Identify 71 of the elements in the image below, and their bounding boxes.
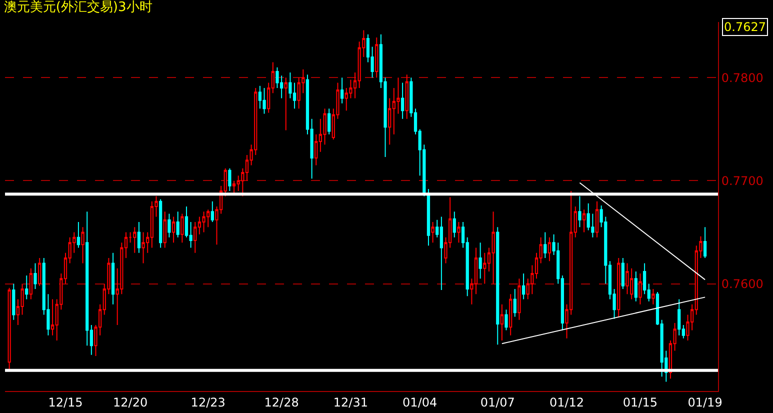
candlestick (518, 278, 521, 320)
candlestick (703, 226, 707, 259)
candlestick (228, 168, 232, 192)
candlestick (133, 226, 136, 254)
candlestick (426, 188, 430, 246)
x-tick-label: 12/31 (333, 395, 368, 410)
candlestick (29, 268, 32, 300)
candlestick (328, 108, 331, 135)
candlestick (582, 209, 586, 233)
candlestick (76, 221, 80, 248)
y-tick-label: 0.7700 (721, 174, 764, 188)
candlestick (142, 232, 145, 264)
candlestick (258, 85, 262, 110)
candlestick (202, 211, 206, 233)
candlestick (496, 226, 500, 346)
x-tick-label: 01/19 (688, 395, 722, 410)
candlestick (25, 275, 28, 300)
candlestick (8, 287, 11, 372)
candlestick (405, 74, 408, 120)
candlestick (180, 213, 184, 244)
candlestick (522, 273, 526, 300)
x-tick-label: 12/15 (48, 395, 83, 410)
candlestick (478, 242, 482, 280)
candlestick (431, 221, 434, 244)
candlestick (492, 211, 495, 284)
candlestick (513, 288, 516, 318)
candlestick (678, 298, 681, 336)
candlestick (509, 294, 512, 336)
candlestick (621, 258, 624, 290)
candlestick (210, 200, 214, 222)
candlestick (194, 221, 197, 254)
candlestick (137, 221, 141, 254)
candlestick (284, 77, 288, 131)
candlestick (111, 252, 115, 305)
y-tick-label: 0.7800 (721, 70, 764, 85)
candlestick (400, 82, 404, 120)
x-tick-label: 01/12 (549, 395, 584, 410)
candlestick (544, 232, 547, 259)
candlestick (595, 200, 599, 238)
candlestick (548, 236, 552, 262)
candlestick (163, 211, 166, 248)
candlestick (457, 221, 460, 244)
x-tick-label: 01/04 (402, 395, 438, 410)
x-tick-label: 12/20 (113, 395, 148, 410)
x-tick-label: 12/23 (190, 395, 226, 410)
candlestick (168, 213, 171, 238)
x-tick-label: 01/15 (622, 395, 658, 410)
candlestick (81, 226, 84, 264)
x-tick-label: 12/28 (264, 395, 299, 410)
candlestick (638, 273, 642, 305)
candlestick (652, 288, 655, 305)
candlestick (504, 309, 508, 331)
candlestick (452, 211, 456, 238)
candlestick (578, 196, 582, 228)
candlestick (375, 36, 378, 78)
candlestick (440, 216, 443, 290)
chart-title: 澳元美元(外汇交易)3小时 (4, 0, 152, 16)
candlestick (159, 198, 162, 248)
text: 0.7627 (724, 20, 766, 34)
candlestick (12, 283, 16, 320)
candlestick (34, 262, 37, 290)
candlestick (38, 258, 42, 286)
candlestick (634, 270, 638, 302)
candlestick (500, 304, 504, 341)
candlestick (262, 87, 266, 114)
x-tick-label: 01/07 (480, 395, 515, 410)
candlestick (176, 211, 180, 238)
candlestick (340, 77, 344, 104)
candlestick (617, 258, 620, 318)
candlestick (172, 216, 176, 244)
y-tick-label: 0.7600 (721, 277, 764, 291)
